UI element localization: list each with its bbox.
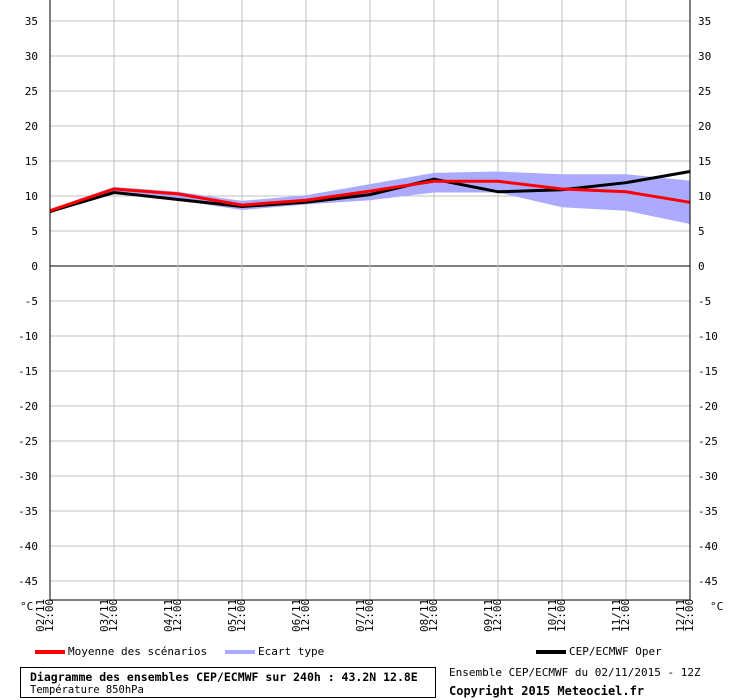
legend-spread: Ecart type — [225, 645, 324, 658]
y-tick-label-right: 0 — [698, 260, 705, 273]
y-tick-label-right: -35 — [698, 505, 718, 518]
y-tick-label-right: -15 — [698, 365, 718, 378]
legend-label-oper: CEP/ECMWF Oper — [569, 645, 662, 658]
legend-swatch-oper — [536, 649, 566, 654]
legend-swatch-spread — [225, 649, 255, 654]
x-tick-label: 07/1112:00 — [354, 599, 376, 632]
y-tick-label-left: 20 — [25, 120, 38, 133]
copyright: Copyright 2015 Meteociel.fr — [449, 684, 645, 698]
y-tick-label-left: 0 — [31, 260, 38, 273]
y-tick-label-left: -10 — [18, 330, 38, 343]
x-tick-label: 06/1112:00 — [290, 599, 312, 632]
series-line-mean — [49, 179, 691, 213]
legend-label-mean: Moyenne des scénarios — [68, 645, 208, 658]
run-info: Ensemble CEP/ECMWF du 02/11/2015 - 12Z — [449, 666, 701, 679]
x-tick-label: 11/1112:00 — [610, 599, 632, 632]
y-tick-label-right: -45 — [698, 575, 718, 588]
x-tick-label: 03/1112:00 — [98, 599, 120, 632]
y-tick-label-right: -20 — [698, 400, 718, 413]
plot-frame — [49, 0, 691, 601]
legend-oper: CEP/ECMWF Oper — [536, 645, 662, 658]
y-tick-label-right: 10 — [698, 190, 711, 203]
y-tick-label-right: 30 — [698, 50, 711, 63]
y-tick-label-left: 5 — [31, 225, 38, 238]
y-tick-label-left: -15 — [18, 365, 38, 378]
y-tick-label-left: 25 — [25, 85, 38, 98]
legend-swatch-mean — [35, 649, 65, 654]
y-tick-label-right: 35 — [698, 15, 711, 28]
x-tick-label: 05/1112:00 — [226, 599, 248, 632]
y-tick-label-left: 30 — [25, 50, 38, 63]
y-unit-right: °C — [710, 600, 723, 613]
x-tick-label: 04/1112:00 — [162, 599, 184, 632]
legend-mean: Moyenne des scénarios — [35, 645, 207, 658]
y-tick-label-right: -30 — [698, 470, 718, 483]
y-tick-label-left: 15 — [25, 155, 38, 168]
chart-subtitle: Température 850hPa — [30, 684, 144, 696]
y-tick-label-left: -40 — [18, 540, 38, 553]
series-line-oper — [49, 170, 691, 213]
x-tick-label: 12/1112:00 — [674, 599, 696, 632]
chart-title: Diagramme des ensembles CEP/ECMWF sur 24… — [30, 670, 418, 684]
x-tick-label: 02/1112:00 — [34, 599, 56, 632]
y-tick-label-right: -10 — [698, 330, 718, 343]
y-tick-label-right: 20 — [698, 120, 711, 133]
chart: 35 35 30 30 25 25 20 20 15 15 10 10 5 5 0 0 -5 -5 -10 -10 -1… — [18, 0, 723, 632]
title-box: Diagramme des ensembles CEP/ECMWF sur 24… — [20, 667, 436, 698]
y-tick-label-left: -20 — [18, 400, 38, 413]
y-tick-label-left: -5 — [25, 295, 38, 308]
x-tick-label: 08/1112:00 — [418, 599, 440, 632]
y-tick-label-right: 5 — [698, 225, 705, 238]
y-tick-label-left: -25 — [18, 435, 38, 448]
y-tick-label-right: -5 — [698, 295, 711, 308]
y-tick-label-left: -45 — [18, 575, 38, 588]
y-tick-label-left: 10 — [25, 190, 38, 203]
y-tick-label-left: 35 — [25, 15, 38, 28]
x-tick-label: 09/1112:00 — [482, 599, 504, 632]
y-tick-label-right: 25 — [698, 85, 711, 98]
y-tick-label-right: -40 — [698, 540, 718, 553]
y-tick-label-right: 15 — [698, 155, 711, 168]
x-tick-label: 10/1112:00 — [546, 599, 568, 632]
legend-label-spread: Ecart type — [258, 645, 325, 658]
y-tick-label-left: -30 — [18, 470, 38, 483]
y-unit-left: °C — [20, 600, 33, 613]
y-tick-label-right: -25 — [698, 435, 718, 448]
y-tick-label-left: -35 — [18, 505, 38, 518]
